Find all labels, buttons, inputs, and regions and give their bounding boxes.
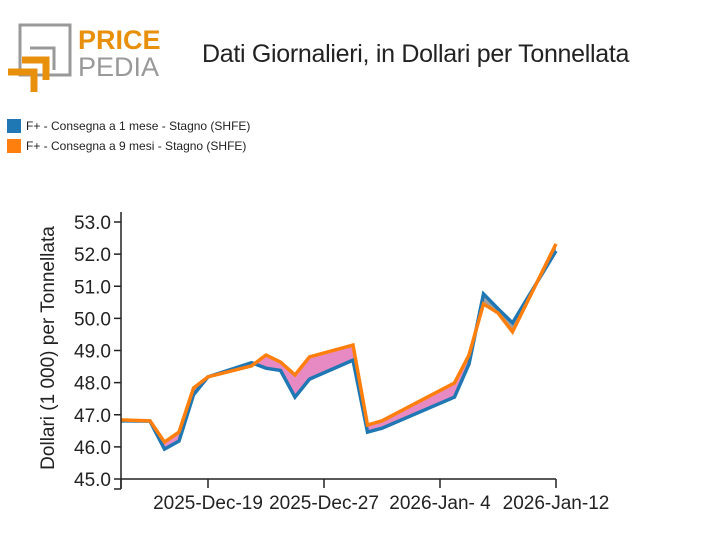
chart-title: Dati Giornalieri, in Dollari per Tonnell… <box>202 40 630 68</box>
series-lines-layer <box>120 243 558 452</box>
logo-square-inner <box>30 46 56 70</box>
series-line-9-mesi <box>120 243 558 445</box>
y-tick-label: 50.0 <box>74 309 111 330</box>
x-tick-label: 2026-Jan-12 <box>503 493 610 514</box>
legend-label: F+ - Consegna a 1 mese - Stagno (SHFE) <box>26 119 251 133</box>
y-tick-label: 46.0 <box>74 438 111 459</box>
x-tick-label: 2025-Dec-19 <box>153 493 263 514</box>
spread-fill-segment <box>295 356 310 398</box>
y-tick-label: 51.0 <box>74 277 111 298</box>
series-line-1-mese <box>120 250 558 452</box>
y-tick-label: 49.0 <box>74 342 111 363</box>
pricepedia-logo: PRICE PEDIA <box>8 23 161 92</box>
spread-fill-segment <box>266 354 281 371</box>
logo-bracket-2 <box>22 56 50 80</box>
logo-bracket-1 <box>8 68 38 92</box>
logo-pedia-text: PEDIA <box>78 52 159 82</box>
y-tick-label: 52.0 <box>74 245 111 266</box>
y-tick-label: 45.0 <box>74 470 111 491</box>
logo-price-text: PRICE <box>78 25 161 55</box>
axes-layer: 45.0 46.0 47.0 48.0 49.0 50.0 51.0 52.0 53.0 2025… <box>74 212 609 514</box>
legend-swatch-blue <box>7 119 21 133</box>
y-tick-label: 48.0 <box>74 374 111 395</box>
legend-item-9-mesi[interactable]: F+ - Consegna a 9 mesi - Stagno (SHFE) <box>7 139 246 153</box>
legend-label: F+ - Consegna a 9 mesi - Stagno (SHFE) <box>26 139 247 153</box>
legend-item-1-mese[interactable]: F+ - Consegna a 1 mese - Stagno (SHFE) <box>7 119 250 133</box>
x-tick-label: 2025-Dec-27 <box>269 493 379 514</box>
legend-swatch-orange <box>7 139 21 153</box>
y-tick-label: 47.0 <box>74 406 111 427</box>
y-tick-label: 53.0 <box>74 213 111 234</box>
y-axis-label: Dollari (1 000) per Tonnellata <box>38 226 59 470</box>
x-tick-label: 2026-Jan- 4 <box>389 493 491 514</box>
spread-fill-segment <box>309 345 353 380</box>
